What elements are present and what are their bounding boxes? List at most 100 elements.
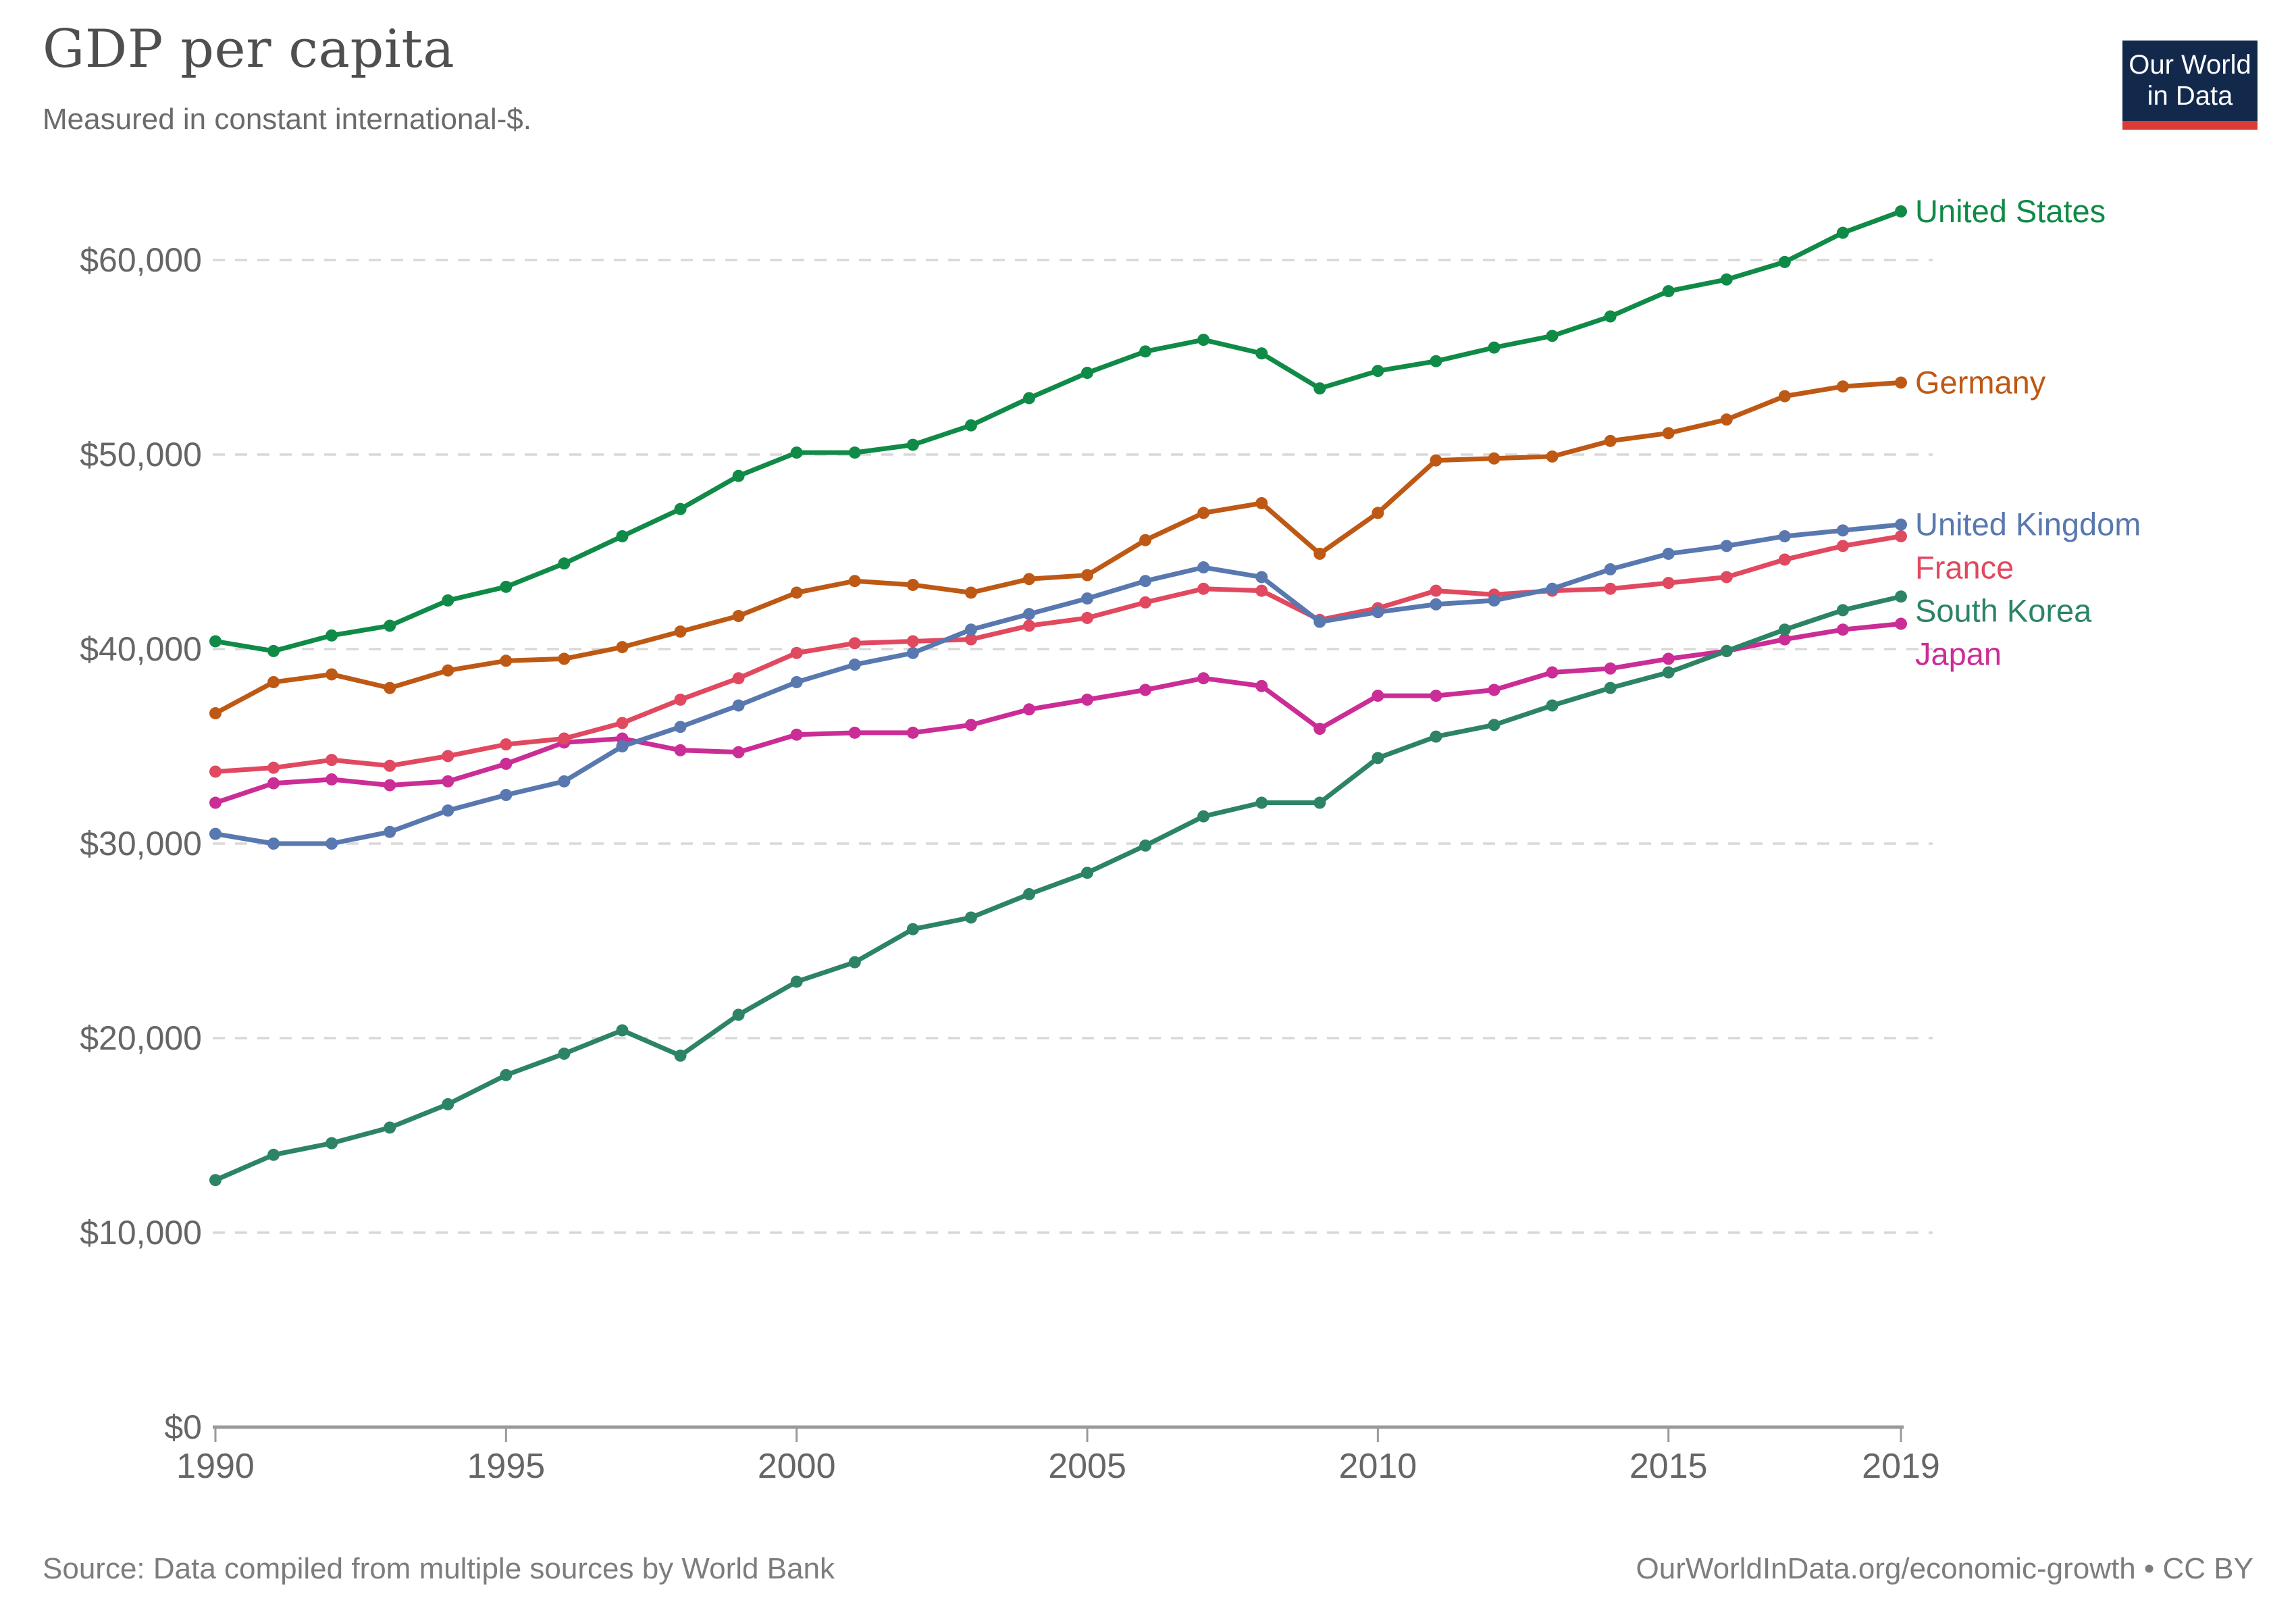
data-point-france-2002 [906, 635, 919, 648]
data-point-japan-2010 [1372, 690, 1384, 702]
data-point-united-states-2006 [1139, 345, 1152, 358]
series-label-south-korea[interactable]: South Korea [1915, 593, 2092, 629]
data-point-united-states-2016 [1720, 273, 1733, 286]
data-point-united-states-1997 [616, 530, 629, 542]
data-point-japan-1994 [442, 775, 454, 788]
page-title: GDP per capita [43, 19, 455, 80]
owid-link[interactable]: OurWorldInData.org/economic-growth [1636, 1552, 2136, 1585]
data-point-united-kingdom-2015 [1662, 547, 1675, 560]
data-point-united-states-2004 [1022, 392, 1035, 405]
data-point-united-kingdom-1995 [500, 789, 513, 801]
data-point-germany-2008 [1255, 497, 1268, 509]
data-point-south-korea-2010 [1372, 752, 1384, 765]
data-point-france-2007 [1197, 582, 1210, 595]
data-point-south-korea-2005 [1081, 867, 1094, 879]
data-point-united-kingdom-2003 [964, 623, 977, 636]
data-point-united-states-2019 [1895, 205, 1907, 217]
x-tick-label-1990: 1990 [176, 1447, 255, 1486]
data-point-japan-2004 [1022, 703, 1035, 716]
data-point-south-korea-1991 [267, 1148, 280, 1161]
data-point-united-states-2001 [848, 446, 861, 459]
data-point-france-2008 [1255, 584, 1268, 597]
data-point-united-states-2009 [1313, 382, 1326, 395]
y-tick-label-60000: $60,000 [80, 241, 202, 279]
data-point-south-korea-2018 [1836, 604, 1849, 617]
data-point-united-kingdom-1990 [209, 827, 221, 840]
data-point-france-1995 [500, 738, 513, 751]
data-point-united-kingdom-2014 [1604, 563, 1617, 575]
data-point-japan-2003 [964, 719, 977, 731]
data-point-united-states-1992 [325, 629, 338, 642]
data-point-united-kingdom-1996 [558, 775, 571, 788]
data-point-south-korea-2007 [1197, 810, 1210, 823]
series-label-united-kingdom[interactable]: United Kingdom [1915, 507, 2141, 542]
data-point-united-kingdom-2007 [1197, 561, 1210, 574]
line-path-united-kingdom [213, 522, 1904, 846]
data-point-germany-2009 [1313, 547, 1326, 560]
data-point-germany-2010 [1372, 507, 1384, 519]
data-point-japan-1993 [384, 779, 396, 792]
data-point-united-kingdom-1993 [384, 825, 396, 838]
data-point-japan-2005 [1081, 693, 1094, 706]
data-point-united-states-2013 [1546, 330, 1559, 342]
data-point-south-korea-2016 [1720, 644, 1733, 657]
data-point-germany-1999 [732, 610, 745, 623]
data-point-united-states-2015 [1662, 285, 1675, 298]
data-point-france-2003 [964, 633, 977, 646]
line-united-states[interactable] [209, 205, 1907, 657]
data-point-united-kingdom-2001 [848, 659, 861, 671]
chart-subtitle: Measured in constant international-$. [43, 103, 531, 136]
series-label-united-states[interactable]: United States [1915, 193, 2106, 229]
data-point-united-states-1994 [442, 594, 454, 607]
data-point-japan-2006 [1139, 684, 1152, 696]
data-point-germany-1991 [267, 675, 280, 688]
data-point-united-kingdom-2004 [1022, 608, 1035, 621]
data-point-france-1994 [442, 750, 454, 763]
data-point-united-states-1996 [558, 557, 571, 570]
data-point-united-kingdom-2017 [1778, 530, 1791, 542]
data-point-japan-2009 [1313, 723, 1326, 736]
data-point-japan-1999 [732, 746, 745, 758]
data-point-united-kingdom-2002 [906, 646, 919, 659]
data-point-japan-1991 [267, 777, 280, 790]
data-point-germany-2018 [1836, 380, 1849, 393]
footer-credit: OurWorldInData.org/economic-growth • CC … [1636, 1552, 2254, 1586]
license-label: • CC BY [2135, 1552, 2253, 1585]
data-point-france-1996 [558, 732, 571, 745]
data-point-japan-1990 [209, 796, 221, 809]
data-point-france-2000 [790, 646, 803, 659]
line-japan[interactable] [209, 617, 1907, 809]
series-label-france[interactable]: France [1915, 550, 2014, 586]
line-south-korea[interactable] [209, 590, 1907, 1187]
x-tick-label-2005: 2005 [1048, 1447, 1126, 1486]
data-point-united-states-1998 [674, 503, 687, 515]
data-point-france-1999 [732, 672, 745, 685]
line-path-japan [213, 621, 1904, 806]
data-point-united-kingdom-2016 [1720, 540, 1733, 552]
line-france[interactable] [209, 530, 1907, 778]
data-point-south-korea-2003 [964, 911, 977, 924]
data-point-united-kingdom-2000 [790, 675, 803, 688]
series-label-germany[interactable]: Germany [1915, 364, 2046, 400]
data-point-japan-2001 [848, 726, 861, 739]
data-point-germany-1997 [616, 641, 629, 654]
source-note: Source: Data compiled from multiple sour… [43, 1552, 835, 1585]
data-point-japan-2012 [1488, 684, 1501, 696]
data-point-germany-2007 [1197, 507, 1210, 519]
data-point-south-korea-1993 [384, 1121, 396, 1134]
line-united-kingdom[interactable] [209, 518, 1907, 850]
data-point-japan-2019 [1895, 617, 1907, 630]
data-point-germany-1996 [558, 652, 571, 665]
data-point-germany-2000 [790, 586, 803, 599]
data-point-japan-2013 [1546, 666, 1559, 679]
data-point-south-korea-2008 [1255, 796, 1268, 809]
x-tick-label-2000: 2000 [758, 1447, 836, 1486]
series-label-japan[interactable]: Japan [1915, 636, 2002, 672]
data-point-united-kingdom-2011 [1430, 598, 1442, 611]
line-germany[interactable] [209, 376, 1907, 720]
data-point-united-kingdom-2006 [1139, 575, 1152, 588]
data-point-south-korea-2000 [790, 975, 803, 988]
data-point-france-2015 [1662, 577, 1675, 590]
owid-logo: Our World in Data [2122, 41, 2258, 130]
